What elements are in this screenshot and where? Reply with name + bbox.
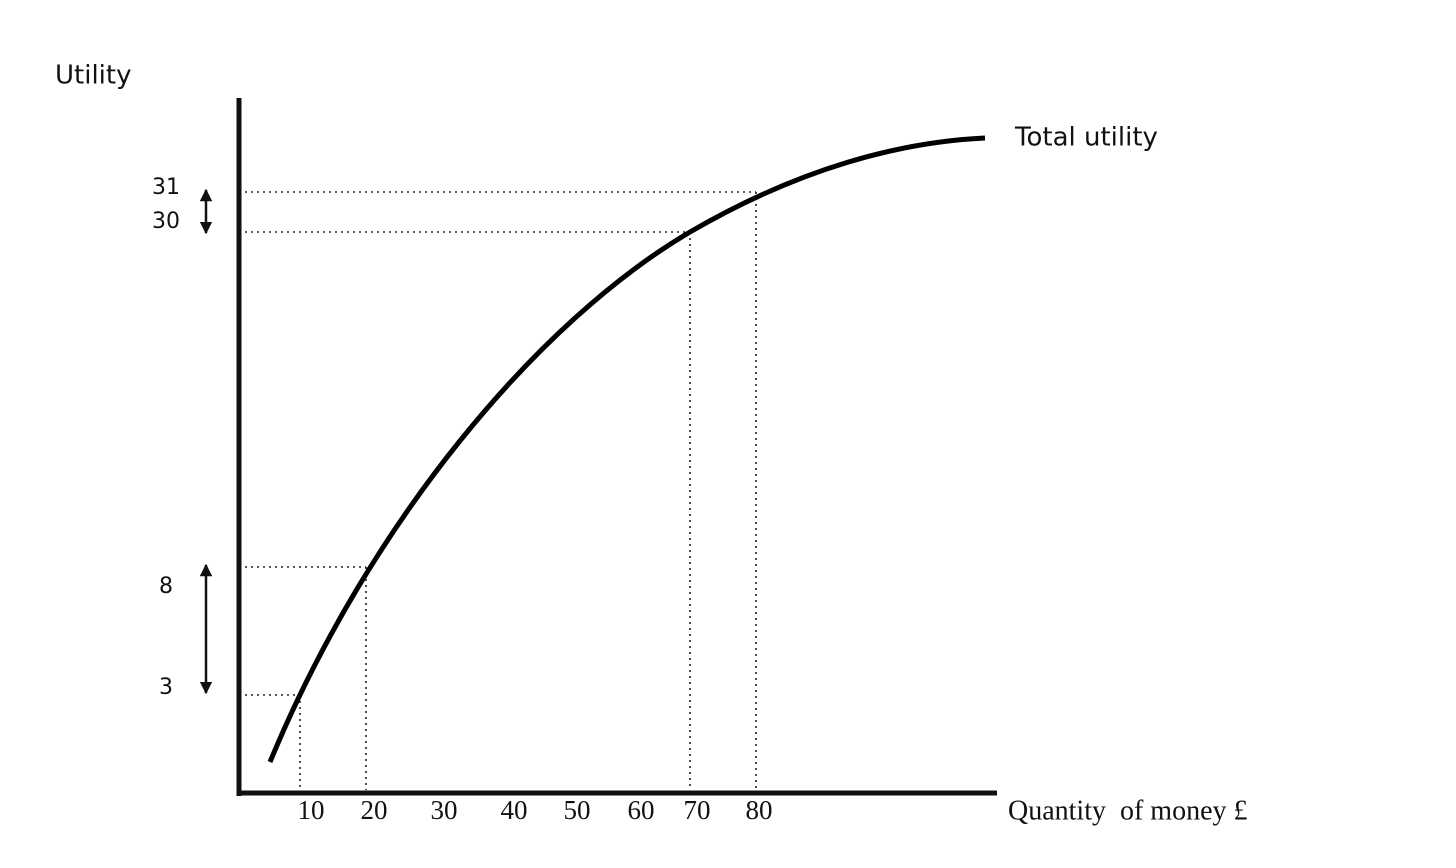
x-tick-label: 10 — [298, 795, 325, 825]
x-tick-label: 70 — [684, 795, 711, 825]
x-tick-label: 80 — [746, 795, 773, 825]
y-tick-label: 8 — [159, 574, 173, 599]
x-tick-label: 30 — [431, 795, 458, 825]
y-tick-label: 31 — [152, 175, 180, 200]
guide-lines — [245, 191, 757, 790]
x-axis-label: Quantity of money £ — [1008, 795, 1248, 826]
x-tick-label: 20 — [361, 795, 388, 825]
y-axis-label: Utility — [55, 61, 131, 91]
y-tick-label: 30 — [152, 209, 180, 234]
x-tick-label: 50 — [564, 795, 591, 825]
total-utility-curve — [267, 135, 986, 763]
x-tick-label: 40 — [501, 795, 528, 825]
y-tick-label: 3 — [159, 675, 173, 700]
curve-label: Total utility — [1014, 123, 1158, 153]
x-tick-label: 60 — [628, 795, 655, 825]
